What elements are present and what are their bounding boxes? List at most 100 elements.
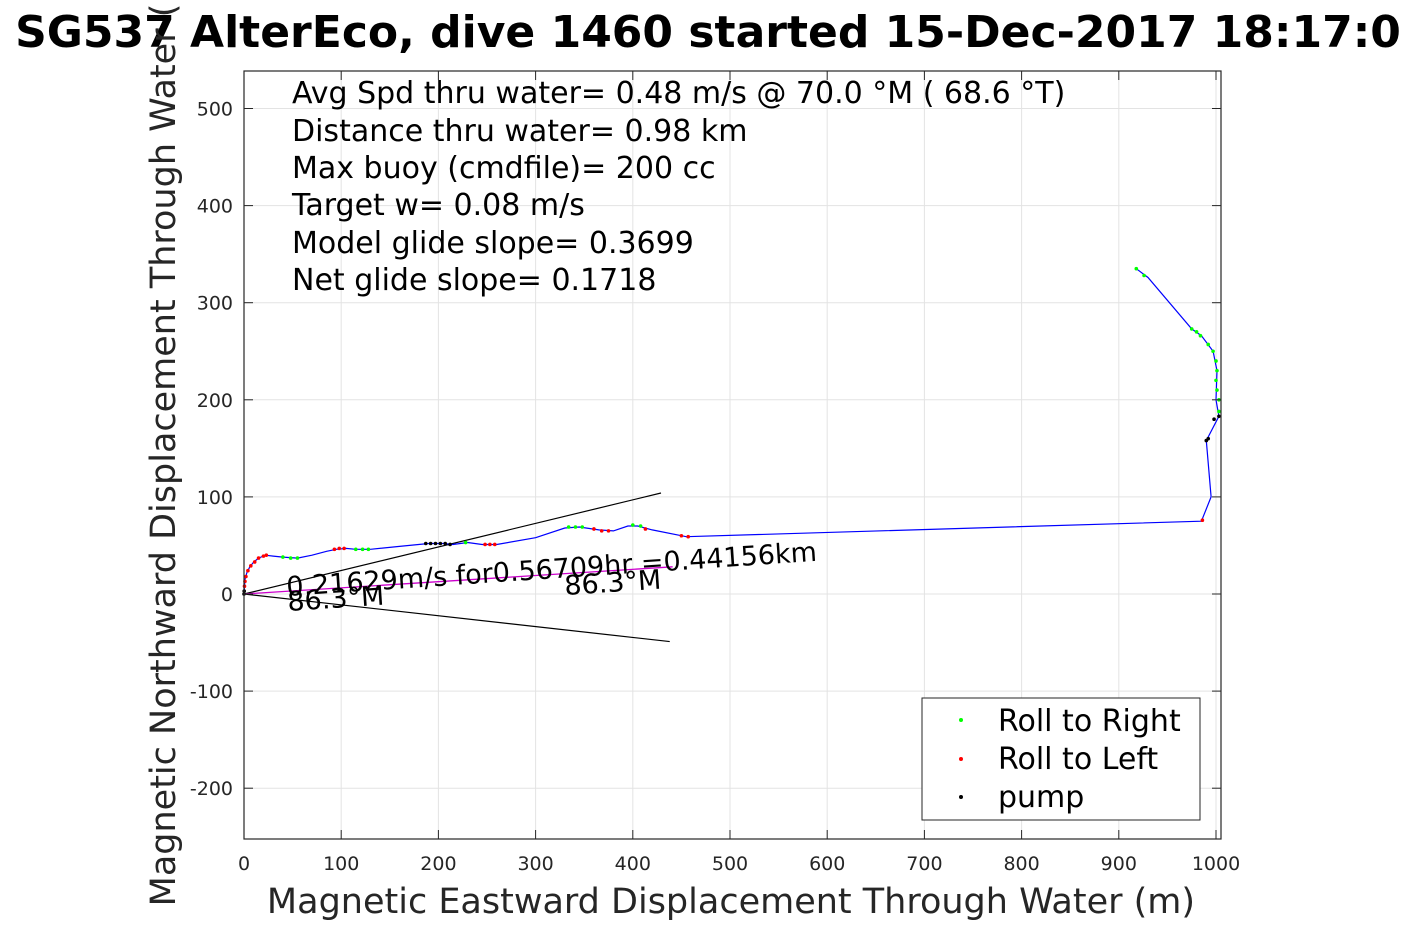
stat-target-w: Target w= 0.08 m/s (291, 188, 585, 223)
point-roll-to-right (1214, 359, 1218, 363)
point-roll-to-left (342, 546, 346, 551)
y-tick-label: -100 (190, 681, 233, 703)
point-roll-to-right (580, 525, 585, 529)
data-points (242, 266, 1221, 596)
point-pump (1212, 417, 1216, 422)
y-axis-label: Magnetic Northward Displacement Through … (144, 4, 184, 907)
x-tick-label: 600 (809, 853, 845, 875)
stats-block: Avg Spd thru water= 0.48 m/s @ 70.0 °M (… (291, 76, 1065, 298)
x-tick-label: 0 (238, 853, 250, 875)
heading-label-end: 86.3°M (563, 565, 662, 602)
x-tick-label: 700 (906, 853, 942, 875)
point-roll-to-left (1200, 518, 1205, 523)
point-roll-to-right (631, 523, 635, 527)
legend-label-roll-left: Roll to Left (998, 742, 1158, 777)
point-roll-to-right (360, 547, 365, 552)
point-roll-to-right (353, 547, 358, 552)
point-roll-to-right (1215, 368, 1219, 373)
point-pump (428, 541, 433, 546)
point-pump (433, 541, 438, 546)
point-roll-to-left (606, 529, 611, 533)
legend-marker-pump (959, 795, 963, 799)
legend-box (921, 697, 1201, 821)
stat-model-glide-slope: Model glide slope= 0.3699 (292, 226, 694, 261)
point-pump (448, 542, 452, 547)
x-tick-labels: 0 100 200 300 400 500 600 700 800 900 1000 (238, 853, 1240, 875)
legend-marker-roll-left (959, 757, 963, 761)
x-tick-label: 500 (712, 853, 748, 875)
point-roll-to-right (1134, 266, 1139, 271)
point-pump (443, 541, 448, 546)
x-tick-label: 1000 (1192, 853, 1240, 875)
y-tick-label: -200 (190, 778, 233, 800)
y-tick-label: 300 (197, 293, 233, 315)
y-tick-label: 400 (197, 196, 233, 218)
point-roll-to-left (246, 568, 250, 573)
point-roll-to-right (463, 540, 468, 545)
point-roll-to-right (1189, 327, 1194, 331)
point-roll-to-left (643, 527, 648, 531)
heading-label-start: 86.3°M (286, 581, 385, 618)
x-tick-label: 300 (517, 853, 553, 875)
current-vector-line (243, 566, 673, 595)
x-tick-label: 200 (420, 853, 456, 875)
point-pump (1206, 436, 1211, 441)
point-pump (438, 541, 443, 546)
point-roll-to-left (244, 574, 248, 579)
point-pump (1217, 414, 1221, 419)
legend-label-pump: pump (998, 780, 1084, 815)
stat-avg-speed: Avg Spd thru water= 0.48 m/s @ 70.0 °M (… (292, 76, 1065, 111)
point-roll-to-left (256, 556, 261, 560)
current-vector (243, 566, 673, 595)
point-roll-to-right (1142, 273, 1146, 278)
point-roll-to-right (1214, 378, 1218, 383)
point-roll-to-right (366, 547, 371, 552)
point-roll-to-right (288, 556, 293, 560)
point-roll-to-right (1215, 388, 1219, 392)
y-tick-label: 100 (197, 487, 233, 509)
y-tick-label: 500 (197, 99, 233, 121)
legend-label-roll-right: Roll to Right (998, 704, 1181, 739)
y-tick-label: 200 (197, 390, 233, 412)
point-roll-to-left (483, 542, 487, 547)
heading-cone (243, 492, 670, 643)
y-tick-label: 0 (221, 584, 233, 606)
stat-max-buoy: Max buoy (cmdfile)= 200 cc (292, 151, 716, 186)
point-roll-to-left (679, 533, 684, 538)
point-roll-to-right (638, 524, 643, 528)
point-roll-to-left (686, 534, 691, 539)
point-roll-to-right (573, 525, 578, 529)
point-roll-to-left (261, 554, 266, 558)
cone-line (243, 593, 670, 643)
point-roll-to-left (249, 564, 253, 568)
point-roll-to-right (295, 556, 300, 560)
legend-marker-roll-right (959, 718, 963, 722)
legend: Roll to Right Roll to Left pump (921, 697, 1201, 821)
point-roll-to-left (599, 529, 604, 533)
x-tick-label: 400 (615, 853, 651, 875)
stat-distance: Distance thru water= 0.98 km (292, 114, 747, 149)
point-roll-to-left (492, 542, 497, 547)
x-tick-label: 800 (1003, 853, 1039, 875)
point-roll-to-right (281, 555, 285, 559)
point-roll-to-left (337, 546, 342, 551)
x-axis-label: Magnetic Eastward Displacement Through W… (267, 882, 1195, 922)
plot-frame (243, 70, 1222, 840)
chart-title: SG537 AlterEco, dive 1460 started 15-Dec… (15, 7, 1401, 58)
point-roll-to-right (1211, 349, 1215, 354)
cone-line (243, 492, 662, 595)
point-roll-to-left (592, 527, 596, 531)
y-tick-labels: -200 -100 0 100 200 300 400 500 (190, 99, 233, 801)
point-roll-to-left (252, 560, 257, 564)
point-roll-to-right (566, 525, 571, 529)
x-tick-label: 100 (323, 853, 359, 875)
point-roll-to-left (488, 542, 492, 547)
point-roll-to-left (264, 553, 269, 557)
point-roll-to-right (1206, 342, 1211, 347)
stat-net-glide-slope: Net glide slope= 0.1718 (292, 263, 656, 298)
point-roll-to-right (1194, 330, 1199, 334)
x-tick-label: 900 (1101, 853, 1137, 875)
point-pump (423, 541, 428, 546)
point-roll-to-right (1198, 333, 1203, 338)
